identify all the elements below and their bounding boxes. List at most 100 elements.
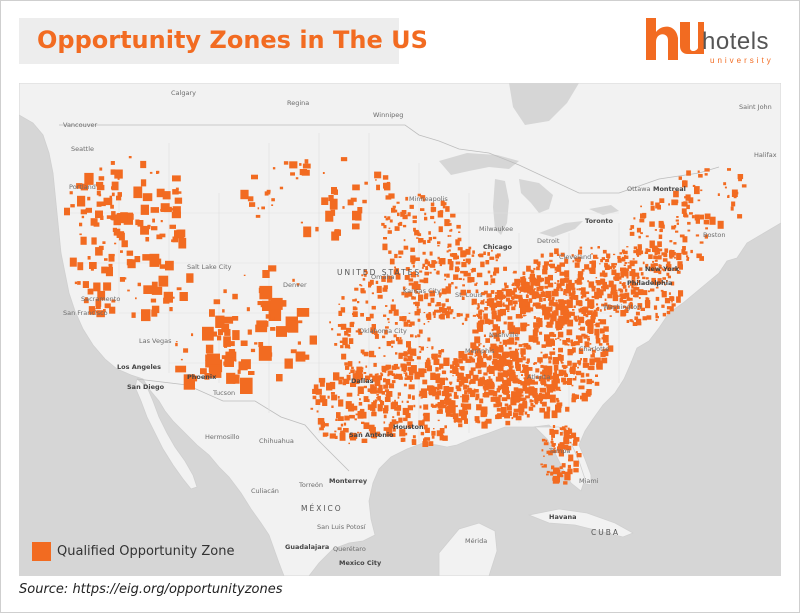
- opportunity-zone-tract: [529, 286, 531, 290]
- opportunity-zone-tract: [102, 241, 106, 244]
- opportunity-zone-tract: [418, 373, 425, 378]
- opportunity-zone-tract: [401, 365, 406, 372]
- opportunity-zone-tract: [82, 281, 89, 288]
- opportunity-zone-tract: [134, 256, 141, 263]
- opportunity-zone-tract: [676, 252, 682, 261]
- opportunity-zone-tract: [95, 298, 102, 307]
- opportunity-zone-tract: [150, 207, 159, 213]
- opportunity-zone-tract: [378, 384, 383, 391]
- opportunity-zone-tract: [659, 229, 663, 233]
- hudson-bay-edge: [509, 83, 579, 125]
- opportunity-zone-tract: [520, 381, 525, 386]
- opportunity-zone-tract: [390, 433, 396, 437]
- opportunity-zone-tract: [430, 297, 435, 303]
- opportunity-zone-tract: [462, 376, 469, 383]
- opportunity-zone-tract: [360, 313, 364, 317]
- opportunity-zone-tract: [179, 292, 188, 301]
- logo-subtitle: university: [710, 56, 774, 65]
- opportunity-zone-tract: [98, 193, 102, 197]
- opportunity-zone-tract: [558, 347, 563, 353]
- opportunity-zone-tract: [358, 373, 363, 378]
- opportunity-zone-tract: [514, 337, 520, 341]
- opportunity-zone-tract: [470, 269, 473, 271]
- opportunity-zone-tract: [461, 261, 467, 268]
- opportunity-zone-tract: [545, 439, 548, 443]
- opportunity-zone-tract: [322, 399, 328, 406]
- opportunity-zone-tract: [355, 413, 358, 416]
- opportunity-zone-tract: [548, 306, 553, 312]
- opportunity-zone-tract: [350, 321, 355, 325]
- opportunity-zone-tract: [316, 410, 319, 413]
- opportunity-zone-tract: [477, 305, 480, 308]
- opportunity-zone-tract: [424, 437, 431, 441]
- opportunity-zone-tract: [419, 350, 422, 353]
- opportunity-zone-tract: [646, 315, 652, 320]
- opportunity-zone-tract: [119, 277, 125, 282]
- opportunity-zone-tract: [427, 263, 431, 266]
- opportunity-zone-tract: [246, 307, 250, 312]
- opportunity-zone-tract: [687, 257, 690, 259]
- opportunity-zone-tract: [521, 394, 524, 397]
- opportunity-zone-tract: [525, 362, 528, 364]
- opportunity-zone-tract: [682, 180, 688, 188]
- opportunity-zone-tract: [359, 432, 362, 434]
- opportunity-zone-tract: [433, 386, 437, 389]
- opportunity-zone-tract: [435, 272, 438, 274]
- opportunity-zone-tract: [727, 168, 731, 171]
- opportunity-zone-tract: [483, 386, 489, 391]
- opportunity-zone-tract: [433, 315, 436, 318]
- opportunity-zone-tract: [548, 450, 553, 456]
- opportunity-zone-tract: [601, 303, 606, 307]
- city-label: Vancouver: [63, 121, 98, 129]
- opportunity-zone-tract: [586, 310, 593, 315]
- opportunity-zone-tract: [423, 323, 426, 325]
- country-label-us: UNITED STATES: [337, 268, 421, 277]
- opportunity-zone-tract: [566, 299, 573, 308]
- opportunity-zone-tract: [591, 305, 595, 308]
- opportunity-zone-tract: [420, 195, 426, 199]
- opportunity-zone-tract: [600, 259, 603, 263]
- opportunity-zone-tract: [695, 234, 700, 237]
- opportunity-zone-tract: [584, 334, 588, 338]
- opportunity-zone-tract: [594, 256, 597, 259]
- city-label: Mérida: [465, 537, 487, 545]
- opportunity-zone-tract: [351, 366, 354, 370]
- opportunity-zone-tract: [290, 172, 295, 176]
- opportunity-zone-tract: [388, 383, 395, 389]
- opportunity-zone-tract: [522, 385, 528, 392]
- opportunity-zone-tract: [376, 397, 379, 399]
- opportunity-zone-tract: [398, 250, 404, 255]
- opportunity-zone-tract: [413, 302, 417, 305]
- opportunity-zone-tract: [175, 341, 178, 343]
- lake-huron: [519, 179, 553, 213]
- opportunity-zone-tract: [230, 341, 235, 347]
- opportunity-zone-tract: [540, 253, 544, 258]
- city-label: New York: [645, 265, 680, 273]
- opportunity-zone-tract: [542, 377, 546, 382]
- opportunity-zone-tract: [470, 342, 477, 349]
- opportunity-zone-tract: [486, 366, 493, 373]
- opportunity-zone-tract: [490, 306, 496, 311]
- opportunity-zone-tract: [471, 270, 474, 273]
- opportunity-zone-tract: [569, 297, 572, 300]
- opportunity-zone-tract: [506, 304, 509, 307]
- opportunity-zone-tract: [365, 375, 371, 380]
- opportunity-zone-tract: [435, 367, 439, 372]
- opportunity-zone-tract: [437, 256, 440, 260]
- opportunity-zone-tract: [463, 356, 468, 361]
- opportunity-zone-tract: [620, 267, 624, 272]
- opportunity-zone-tract: [655, 315, 659, 319]
- opportunity-zone-tract: [577, 366, 579, 369]
- opportunity-zone-tract: [452, 317, 456, 319]
- opportunity-zone-tract: [538, 297, 543, 302]
- opportunity-zone-tract: [348, 372, 351, 374]
- opportunity-zone-tract: [329, 198, 338, 210]
- city-label: Milwaukee: [479, 225, 513, 233]
- opportunity-zone-tract: [394, 226, 400, 231]
- opportunity-zone-tract: [486, 298, 493, 306]
- opportunity-zone-tract: [578, 308, 581, 311]
- opportunity-zone-tract: [508, 337, 515, 345]
- opportunity-zone-tract: [578, 249, 583, 255]
- opportunity-zone-tract: [699, 241, 704, 244]
- opportunity-zone-tract: [601, 337, 604, 340]
